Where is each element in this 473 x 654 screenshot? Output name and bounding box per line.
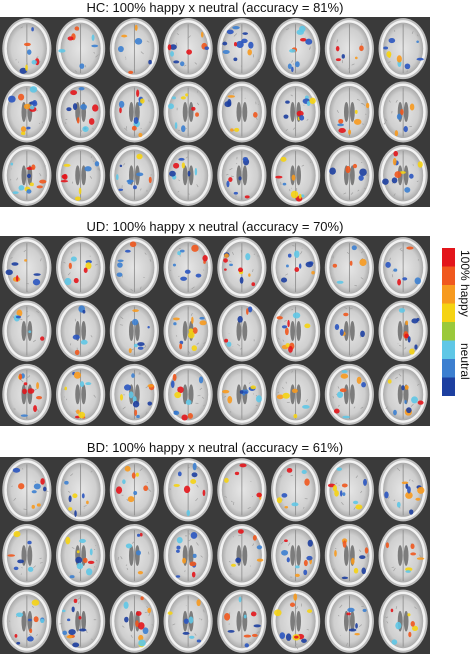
brain-slices-ud: [2, 237, 428, 425]
brain-slice: [324, 458, 374, 522]
brain-slice: [163, 363, 213, 425]
brain-slice: [109, 363, 159, 425]
brain-slice: [271, 458, 321, 522]
brain-slice: [271, 300, 321, 362]
brain-slice: [163, 237, 213, 299]
brain-slice: [56, 363, 106, 425]
brain-slice: [2, 458, 52, 522]
brain-slice: [109, 523, 159, 588]
colorbar-segment: [442, 303, 455, 323]
brain-slice: [217, 18, 267, 80]
brain-slice: [217, 458, 267, 522]
brain-slice: [324, 18, 374, 80]
colorbar-segment: [442, 322, 455, 341]
brain-slice: [324, 237, 374, 299]
brain-slice: [56, 523, 106, 588]
colorbar-segment: [442, 248, 455, 267]
brain-slice: [109, 81, 159, 143]
brain-slice: [163, 144, 213, 206]
brain-slice: [2, 237, 52, 299]
brain-slice: [163, 458, 213, 522]
brain-slice: [56, 81, 106, 143]
brain-slice: [109, 458, 159, 522]
brain-slice: [271, 237, 321, 299]
brain-slice: [56, 300, 106, 362]
brain-slice: [271, 363, 321, 425]
brain-slice: [217, 237, 267, 299]
brain-slice: [217, 300, 267, 362]
brain-slice: [109, 300, 159, 362]
brain-slice: [324, 363, 374, 425]
panel-title-bd: BD: 100% happy x neutral (accuracy = 61%…: [86, 440, 344, 455]
colorbar: [442, 248, 455, 397]
brain-slice: [2, 523, 52, 588]
brain-slice: [217, 144, 267, 206]
brain-slice: [271, 18, 321, 80]
brain-slice: [324, 81, 374, 143]
brain-slice: [217, 81, 267, 143]
brain-slice: [217, 363, 267, 425]
brain-slice: [2, 363, 52, 425]
brain-slice: [378, 458, 428, 522]
colorbar-segment: [442, 377, 455, 397]
brain-slice: [271, 523, 321, 588]
brain-slice: [378, 144, 428, 206]
brain-slice: [378, 523, 428, 588]
brain-slice: [2, 18, 52, 80]
colorbar-gradient: [442, 248, 455, 397]
brain-slice: [163, 81, 213, 143]
brain-slice: [163, 18, 213, 80]
colorbar-segment: [442, 359, 455, 378]
brain-slice: [163, 523, 213, 588]
brain-slice: [109, 589, 159, 653]
brain-slice: [324, 300, 374, 362]
brain-slice: [378, 18, 428, 80]
brain-slice: [56, 237, 106, 299]
brain-slice: [271, 144, 321, 206]
brain-panel-ud: [0, 236, 430, 426]
brain-slice: [56, 458, 106, 522]
colorbar-segment: [442, 340, 455, 360]
brain-slice: [378, 300, 428, 362]
brain-slice: [378, 81, 428, 143]
brain-slice: [2, 589, 52, 653]
brain-slices-bd: [2, 458, 428, 653]
colorbar-segment: [442, 266, 455, 286]
colorbar-segment: [442, 285, 455, 304]
panel-title-ud: UD: 100% happy x neutral (accuracy = 70%…: [86, 219, 344, 234]
brain-slice: [324, 144, 374, 206]
brain-slice: [163, 589, 213, 653]
brain-slices-hc: [2, 18, 428, 206]
brain-slice: [378, 237, 428, 299]
colorbar-label-neutral: neutral: [458, 343, 472, 380]
brain-slice: [378, 589, 428, 653]
brain-slice: [271, 589, 321, 653]
brain-slice: [378, 363, 428, 425]
brain-slice: [109, 18, 159, 80]
brain-slice: [56, 18, 106, 80]
brain-slice: [324, 589, 374, 653]
brain-slice: [2, 300, 52, 362]
brain-slice: [109, 144, 159, 206]
brain-slice: [2, 144, 52, 206]
brain-slice: [109, 237, 159, 299]
brain-slice: [324, 523, 374, 588]
brain-slice: [2, 81, 52, 143]
brain-slice: [217, 523, 267, 588]
brain-panel-bd: [0, 457, 430, 654]
brain-slice: [217, 589, 267, 653]
brain-slice: [163, 300, 213, 362]
brain-panel-hc: [0, 17, 430, 207]
brain-slice: [56, 144, 106, 206]
brain-slice: [56, 589, 106, 653]
colorbar-label-happy: 100% happy: [458, 250, 472, 317]
brain-slice: [271, 81, 321, 143]
panel-title-hc: HC: 100% happy x neutral (accuracy = 81%…: [86, 0, 344, 15]
